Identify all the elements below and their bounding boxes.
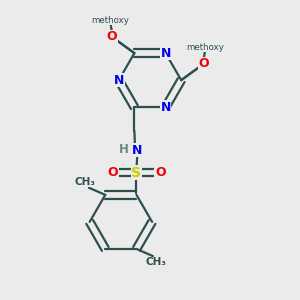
Text: O: O — [107, 30, 117, 43]
Text: CH₃: CH₃ — [75, 177, 96, 187]
Text: O: O — [155, 166, 166, 179]
Text: N: N — [160, 101, 171, 114]
Text: O: O — [198, 57, 209, 70]
Text: H: H — [119, 142, 129, 156]
Text: O: O — [107, 166, 118, 179]
Text: N: N — [114, 74, 124, 87]
Text: N: N — [132, 144, 142, 157]
Text: S: S — [131, 166, 142, 180]
Text: CH₃: CH₃ — [146, 257, 167, 267]
Text: methoxy: methoxy — [92, 16, 130, 25]
Text: methoxy: methoxy — [186, 43, 224, 52]
Text: N: N — [160, 46, 171, 60]
